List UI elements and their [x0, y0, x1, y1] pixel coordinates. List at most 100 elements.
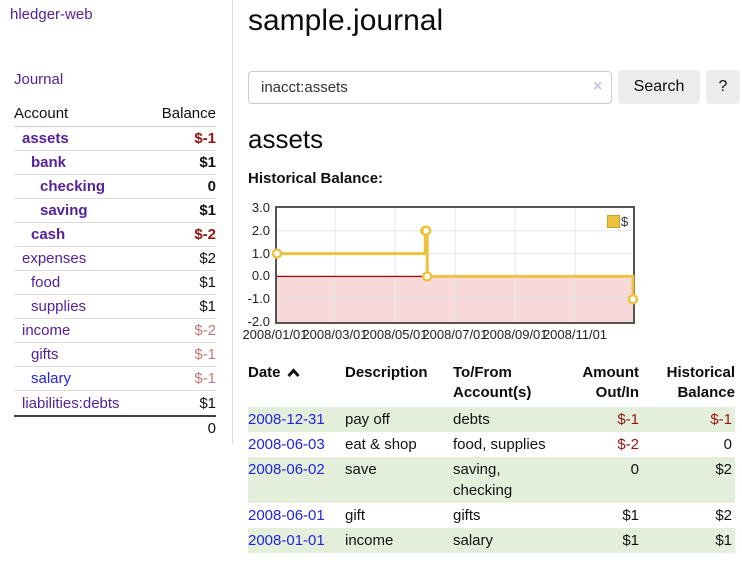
account-row: cash $-2 — [14, 223, 216, 247]
account-row: income $-2 — [14, 319, 216, 343]
account-row: expenses $2 — [14, 247, 216, 271]
x-tick-label: 2008/05/01 — [362, 327, 428, 342]
transaction-description: income — [345, 532, 394, 549]
transaction-description: gift — [345, 507, 366, 524]
account-link-checking[interactable]: checking — [40, 178, 106, 195]
account-row: salary $-1 — [14, 367, 216, 391]
transaction-balance: $1 — [715, 532, 732, 549]
y-tick-label: -1.0 — [247, 291, 270, 307]
account-link-cash[interactable]: cash — [31, 226, 66, 243]
account-balance: $-1 — [194, 130, 216, 147]
transaction-accounts: gifts — [453, 507, 481, 524]
transaction-date-link[interactable]: 2008-06-02 — [248, 461, 325, 478]
account-link-assets[interactable]: assets — [22, 130, 69, 147]
account-balance: $-1 — [194, 370, 216, 387]
account-link-supplies[interactable]: supplies — [31, 298, 87, 315]
account-row: checking 0 — [14, 175, 216, 199]
account-balance: $-2 — [194, 226, 216, 243]
sidebar: hledger-web Journal Account Balance asse… — [0, 0, 233, 444]
balance-column-header: Balance — [161, 105, 216, 122]
account-row: assets $-1 — [14, 127, 216, 151]
help-button[interactable]: ? — [706, 70, 740, 104]
main-content: sample.journal × Search ? assets Histori… — [242, 0, 742, 582]
chart-canvas — [271, 208, 639, 322]
account-balance: $2 — [199, 250, 216, 267]
account-balance: $-2 — [194, 322, 216, 339]
account-link-salary[interactable]: salary — [31, 370, 72, 387]
transaction-accounts: food, supplies — [453, 436, 546, 453]
account-balance: $1 — [199, 274, 216, 291]
transaction-row: 2008-06-01 gift gifts $1 $2 — [248, 503, 735, 528]
search-button[interactable]: Search — [618, 70, 700, 104]
account-balance: $1 — [199, 202, 216, 219]
account-row: saving $1 — [14, 199, 216, 223]
amount-column-header: Amount Out/In — [582, 364, 639, 401]
transaction-balance: 0 — [723, 436, 732, 453]
chart-plot-area[interactable]: $ — [271, 206, 639, 324]
app-title-link[interactable]: hledger-web — [10, 6, 93, 23]
search-input[interactable] — [248, 71, 612, 104]
x-tick-label: 2008/11/01 — [542, 327, 608, 342]
x-tick-label: 2008/07/01 — [422, 327, 488, 342]
page-title: sample.journal — [248, 4, 444, 37]
transaction-date-link[interactable]: 2008-06-03 — [248, 436, 325, 453]
account-heading: assets — [248, 124, 324, 154]
accounts-balance-table: Account Balance assets $-1 bank $1 checking 0… — [14, 105, 216, 439]
transaction-accounts: salary — [453, 532, 494, 549]
transaction-amount: $1 — [622, 532, 639, 549]
x-tick-label: 2008/01/01 — [242, 327, 308, 342]
accounts-table-header: Account Balance — [14, 105, 216, 127]
account-link-expenses[interactable]: expenses — [22, 250, 87, 267]
x-tick-label: 2008/03/01 — [302, 327, 368, 342]
account-row: liabilities:debts $1 — [14, 391, 216, 415]
transaction-row: 2008-01-01 income salary $1 $1 — [248, 528, 735, 553]
transaction-accounts: saving, checking — [453, 461, 513, 499]
accounts-rows: assets $-1 bank $1 checking 0 saving $1 cash $-2 e… — [14, 127, 216, 415]
date-column-header[interactable]: Date — [248, 363, 345, 407]
account-balance: 0 — [207, 178, 216, 195]
sort-ascending-icon — [286, 368, 300, 378]
transaction-description: eat & shop — [345, 436, 417, 453]
search-bar: × Search ? — [248, 70, 740, 104]
chart-legend: $ — [607, 214, 628, 229]
transaction-amount: $1 — [622, 507, 639, 524]
transaction-amount: 0 — [630, 461, 639, 478]
account-link-saving[interactable]: saving — [40, 202, 88, 219]
register-header: Date Description To/From Account(s) Amou… — [248, 363, 735, 407]
clear-search-icon[interactable]: × — [593, 78, 603, 95]
account-balance: $-1 — [194, 346, 216, 363]
transaction-date-link[interactable]: 2008-01-01 — [248, 532, 325, 549]
y-tick-label: 1.0 — [251, 245, 270, 261]
transaction-accounts: debts — [453, 411, 490, 428]
account-link-food[interactable]: food — [31, 274, 61, 291]
x-tick-label: 2008/09/01 — [482, 327, 548, 342]
register-rows: 2008-12-31 pay off debts $-1 $-1 2008-06-03 ea… — [248, 407, 735, 553]
transaction-row: 2008-06-03 eat & shop food, supplies $-2 0 — [248, 432, 735, 457]
transaction-balance: $-1 — [710, 411, 732, 428]
account-row: bank $1 — [14, 151, 216, 175]
y-tick-label: 3.0 — [251, 200, 270, 215]
transaction-date-link[interactable]: 2008-06-01 — [248, 507, 325, 524]
legend-swatch-icon — [607, 215, 620, 228]
transaction-amount: $-2 — [617, 436, 639, 453]
historical-balance-chart: $ 3.0 2.0 1.0 0.0 -1.0 -2.0 2008/01/01 2008/03… — [242, 200, 742, 346]
transaction-balance: $2 — [715, 461, 732, 478]
account-balance: $1 — [199, 154, 216, 171]
account-row: supplies $1 — [14, 295, 216, 319]
account-link-income[interactable]: income — [22, 322, 71, 339]
sidebar-item-journal[interactable]: Journal — [14, 71, 64, 88]
y-tick-label: -2.0 — [247, 314, 270, 329]
description-column-header: Description — [345, 364, 428, 381]
account-link-gifts[interactable]: gifts — [31, 346, 59, 363]
transaction-row: 2008-06-02 save saving, checking 0 $2 — [248, 457, 735, 503]
account-link-liabilities-debts[interactable]: liabilities:debts — [22, 394, 120, 412]
legend-label: $ — [621, 214, 629, 229]
y-tick-label: 2.0 — [251, 222, 270, 238]
chart-heading: Historical Balance: — [248, 170, 384, 187]
transaction-row: 2008-12-31 pay off debts $-1 $-1 — [248, 407, 735, 432]
account-link-bank[interactable]: bank — [31, 154, 67, 171]
transaction-date-link[interactable]: 2008-12-31 — [248, 411, 325, 428]
balance-column-header: Historical Balance — [666, 364, 735, 401]
account-column-header: Account — [14, 105, 69, 122]
